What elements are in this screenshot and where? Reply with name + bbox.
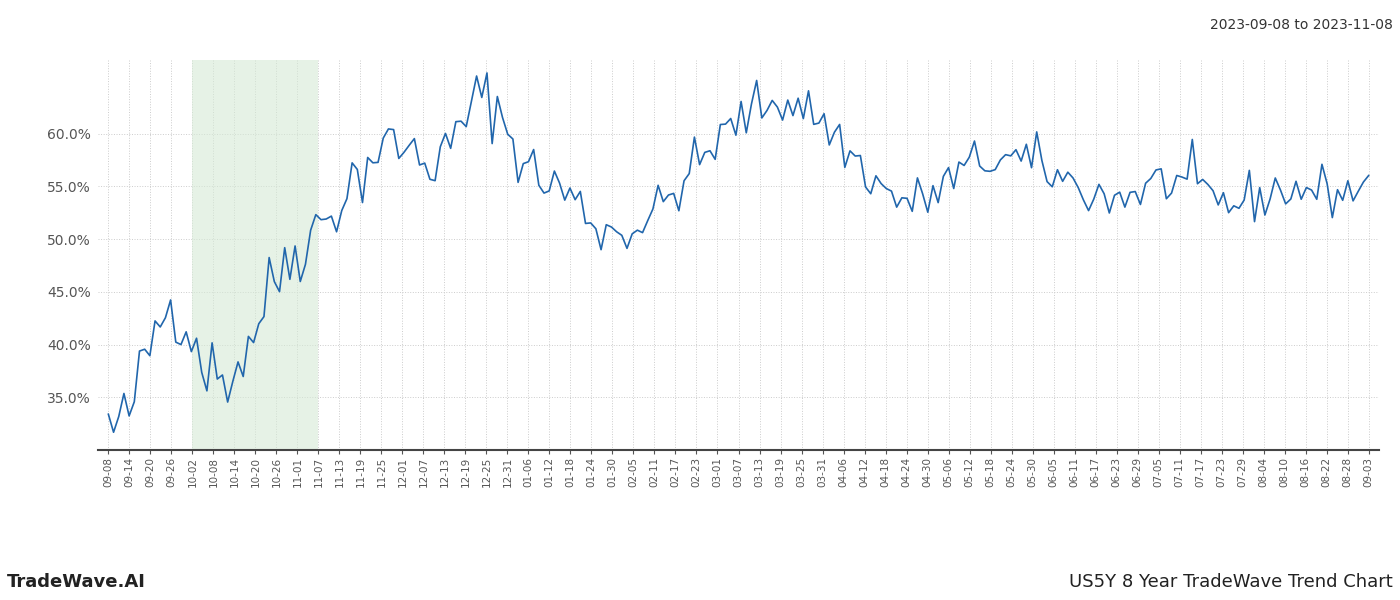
Bar (192, 60, 318, 450)
Text: US5Y 8 Year TradeWave Trend Chart: US5Y 8 Year TradeWave Trend Chart (1070, 573, 1393, 591)
Text: 2023-09-08 to 2023-11-08: 2023-09-08 to 2023-11-08 (1210, 18, 1393, 32)
Text: TradeWave.AI: TradeWave.AI (7, 573, 146, 591)
